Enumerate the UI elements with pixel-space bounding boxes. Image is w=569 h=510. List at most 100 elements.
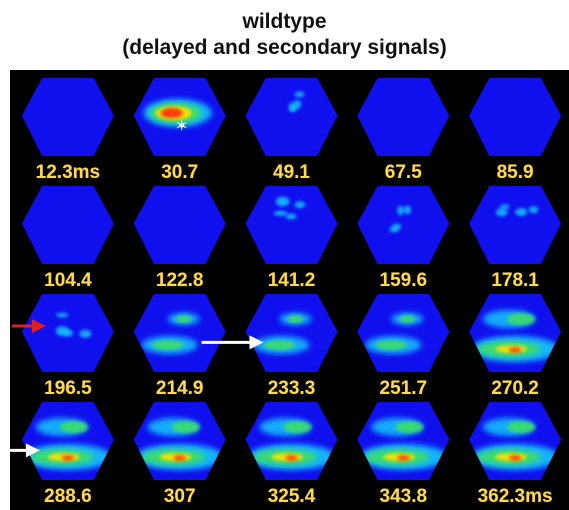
frame-label: 307 (164, 486, 196, 507)
activity-layer (247, 418, 336, 470)
activity-layer (253, 313, 312, 354)
activity-layer (273, 196, 306, 220)
frame-7: 122.8 (133, 186, 226, 291)
hexagon-frame (245, 78, 338, 156)
activity-layer (359, 418, 448, 470)
hexagon-frame (469, 186, 562, 264)
frame-2: ✶ 30.7 (133, 78, 226, 183)
frame-label: 196.5 (44, 378, 92, 399)
frame-label: 67.5 (385, 162, 422, 183)
frame-label: 178.1 (491, 270, 539, 291)
frame-17: 307 (133, 402, 226, 507)
frame-label: 159.6 (380, 270, 428, 291)
activity-blob (292, 99, 302, 109)
hexagon-frame (357, 78, 450, 156)
hexagon-frame (21, 186, 114, 264)
frame-label: 12.3ms (36, 162, 100, 183)
activity-blob (391, 223, 402, 230)
activity-blob (283, 421, 312, 433)
frame-label: 49.1 (273, 162, 310, 183)
image-panel: 12.3ms ✶ 30.7 49.1 67.5 85.9 104.4 122.8 141.2 15… (10, 70, 569, 510)
activity-layer (55, 312, 92, 338)
activity-layer (471, 310, 560, 362)
white-arrowhead-icon (25, 443, 40, 458)
frame-label: 362.3ms (478, 486, 553, 507)
hexagon-frame (357, 294, 450, 372)
activity-layer (471, 418, 560, 470)
activity-layer (365, 313, 424, 354)
activity-blob (515, 208, 528, 217)
frame-6: 104.4 (21, 186, 114, 291)
activity-layer (496, 204, 539, 217)
activity-blob (399, 315, 416, 323)
frame-13: 233.3 (201, 294, 338, 399)
frame-label: 85.9 (497, 162, 534, 183)
activity-layer (389, 205, 412, 233)
activity-layer (141, 313, 200, 354)
activity-blob (263, 340, 296, 350)
frame-12: 214.9 (133, 294, 226, 399)
hexagon-frame (357, 186, 450, 264)
red-arrowhead-icon (31, 319, 46, 333)
frame-15: 270.2 (469, 294, 562, 399)
hexagon-frame (133, 294, 226, 372)
activity-blob (496, 208, 508, 217)
frame-label: 141.2 (268, 270, 316, 291)
frame-label: 104.4 (44, 270, 92, 291)
frame-label: 270.2 (491, 378, 539, 399)
activity-blob (285, 455, 298, 461)
frame-9: 159.6 (357, 186, 450, 291)
activity-blob (287, 315, 304, 323)
frame-4: 67.5 (357, 78, 450, 183)
frame-label: 214.9 (156, 378, 204, 399)
frame-1: 12.3ms (21, 78, 114, 183)
frame-19: 343.8 (357, 402, 450, 507)
activity-blob (375, 340, 408, 350)
hexagon-frame (245, 294, 338, 372)
white-arrowhead-icon (249, 335, 264, 350)
activity-blob (285, 213, 297, 220)
frame-label: 288.6 (44, 486, 92, 507)
frame-grid: 12.3ms ✶ 30.7 49.1 67.5 85.9 104.4 122.8 141.2 15… (10, 78, 562, 507)
hexagon-frame (21, 78, 114, 156)
activity-blob (79, 329, 92, 338)
activity-blob (528, 206, 539, 214)
activity-blob (395, 421, 424, 433)
frame-16: 288.6 (10, 402, 114, 507)
activity-layer (135, 418, 224, 470)
frame-20: 362.3ms (469, 402, 562, 507)
frame-label: 30.7 (161, 162, 198, 183)
frame-label: 233.3 (268, 378, 316, 399)
activity-blob (55, 326, 69, 336)
frame-label: 122.8 (156, 270, 204, 291)
frame-10: 178.1 (469, 186, 562, 291)
hexagon-frame (245, 186, 338, 264)
activity-layer (143, 99, 212, 127)
activity-blob (275, 196, 290, 207)
figure-title: wildtype (242, 10, 327, 33)
activity-blob (173, 455, 186, 461)
frame-5: 85.9 (469, 78, 562, 183)
activity-blob (171, 421, 200, 433)
activity-blob (294, 91, 305, 98)
activity-blob (500, 204, 510, 209)
frame-14: 251.7 (357, 294, 450, 399)
frame-3: 49.1 (245, 78, 338, 183)
activity-blob (56, 312, 69, 318)
frame-label: 343.8 (380, 486, 428, 507)
frame-18: 325.4 (245, 402, 338, 507)
activity-layer (288, 91, 305, 112)
activity-blob (397, 205, 404, 216)
frame-11: 196.5 (12, 294, 114, 399)
activity-blob (294, 201, 306, 209)
activity-blob (509, 347, 522, 353)
figure-subtitle: (delayed and secondary signals) (122, 36, 447, 59)
hexagon-frame (133, 186, 226, 264)
star-marker-icon: ✶ (175, 116, 188, 135)
activity-blob (61, 455, 74, 461)
activity-layer (23, 418, 112, 470)
frame-label: 251.7 (380, 378, 428, 399)
activity-blob (403, 205, 412, 215)
activity-blob (151, 340, 184, 350)
